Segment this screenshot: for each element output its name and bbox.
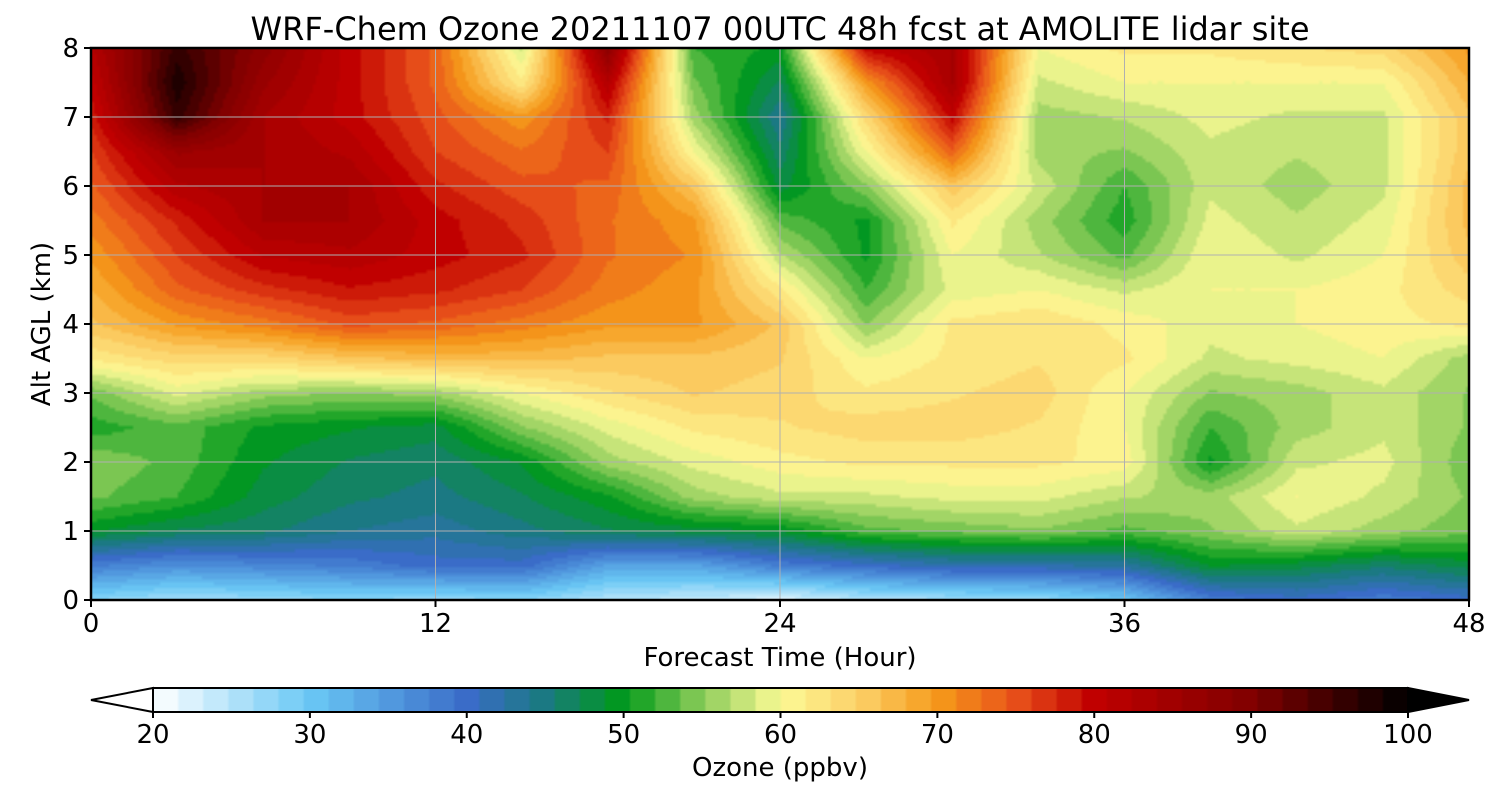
y-tick-label-5: 5 [62, 241, 79, 271]
y-axis-label: Alt AGL (km) [27, 242, 57, 406]
colorbar-tick-label-3: 50 [607, 720, 640, 750]
x-tick-label-3: 36 [1108, 609, 1141, 639]
colorbar-tick-label-0: 20 [136, 720, 169, 750]
colorbar-ticks: 20 30 40 50 60 70 80 90 100 [136, 712, 1433, 750]
colorbar-extend-max [1407, 686, 1470, 714]
chart-title: WRF-Chem Ozone 20211107 00UTC 48h fcst a… [250, 10, 1309, 48]
x-tick-label-4: 48 [1452, 609, 1485, 639]
colorbar: 20 30 40 50 60 70 80 90 100 Ozone (ppbv) [90, 686, 1470, 783]
y-tick-label-1: 1 [62, 517, 79, 547]
y-axis: 0 1 2 3 4 5 6 7 8 [62, 34, 91, 616]
colorbar-tick-label-5: 70 [921, 720, 954, 750]
y-tick-label-2: 2 [62, 448, 79, 478]
x-tick-label-0: 0 [83, 609, 100, 639]
plot-area [89, 46, 1471, 602]
y-tick-label-4: 4 [62, 310, 79, 340]
colorbar-tick-label-6: 80 [1078, 720, 1111, 750]
x-axis-label: Forecast Time (Hour) [643, 643, 916, 673]
colorbar-gradient [153, 688, 1408, 712]
colorbar-label: Ozone (ppbv) [692, 753, 868, 783]
colorbar-tick-label-1: 30 [293, 720, 326, 750]
y-tick-label-0: 0 [62, 586, 79, 616]
colorbar-tick-label-7: 90 [1235, 720, 1268, 750]
x-tick-label-1: 12 [419, 609, 452, 639]
y-tick-label-3: 3 [62, 379, 79, 409]
x-tick-label-2: 24 [763, 609, 796, 639]
colorbar-tick-label-2: 40 [450, 720, 483, 750]
colorbar-tick-label-4: 60 [764, 720, 797, 750]
x-axis: 0 12 24 36 48 [83, 600, 1486, 639]
colorbar-tick-label-8: 100 [1383, 720, 1433, 750]
y-tick-label-8: 8 [62, 34, 79, 64]
colorbar-extend-min [90, 686, 154, 714]
y-tick-label-7: 7 [62, 103, 79, 133]
y-tick-label-6: 6 [62, 172, 79, 202]
